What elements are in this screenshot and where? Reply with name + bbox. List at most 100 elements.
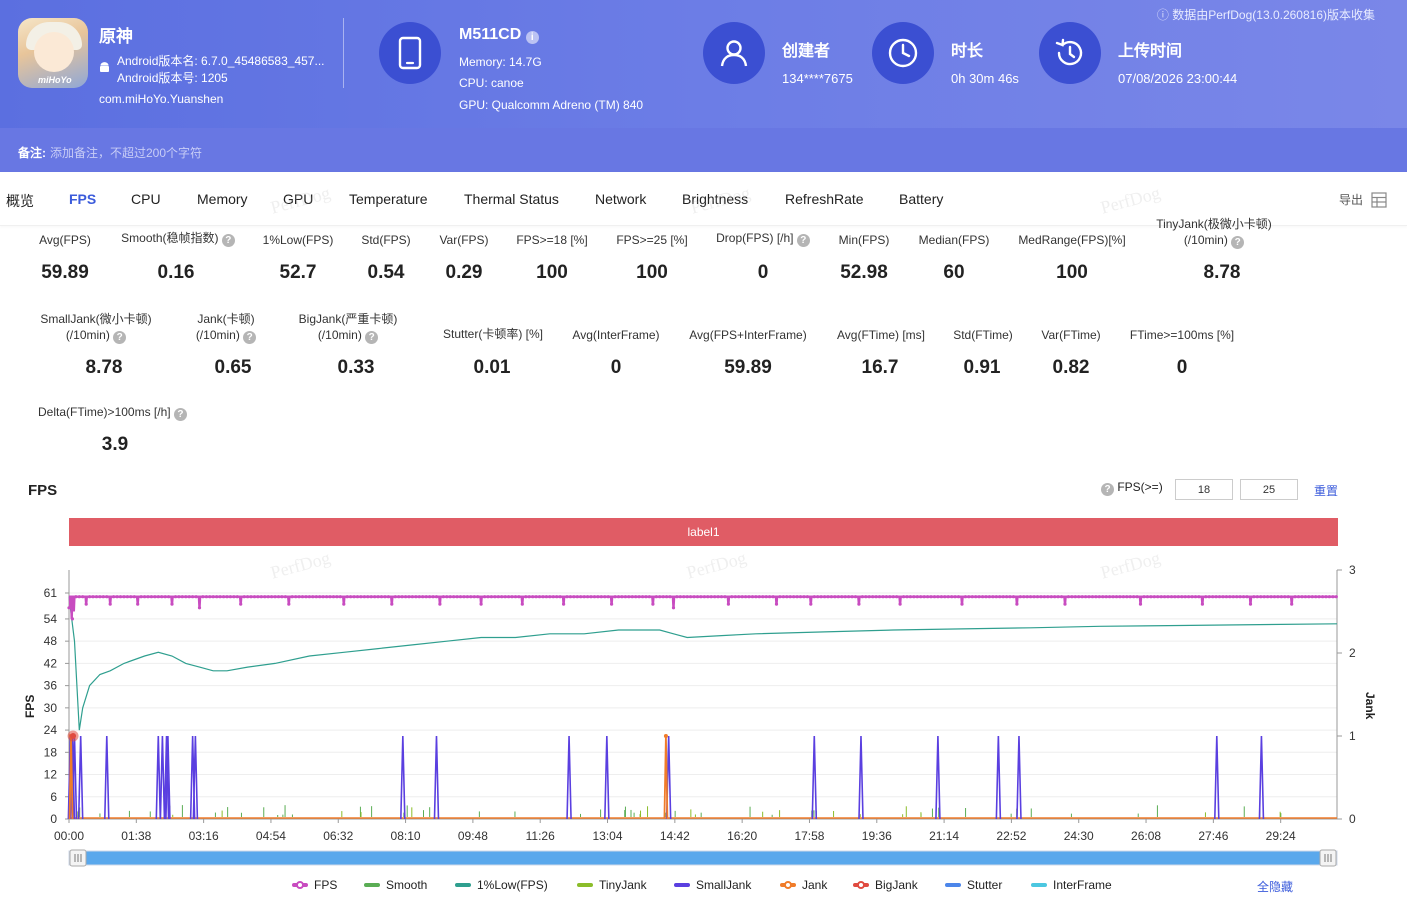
fps-point (757, 595, 761, 599)
fps-point (1314, 595, 1318, 599)
smalljank-spike (159, 735, 166, 820)
legend-item-stutter[interactable]: Stutter (945, 878, 1002, 892)
legend-item-tinyjank[interactable]: TinyJank (577, 878, 647, 892)
tab-refreshrate[interactable]: RefreshRate (785, 191, 864, 207)
tab-overview[interactable]: 概览 (6, 193, 34, 209)
fps-point (287, 602, 291, 606)
label-bar[interactable]: label1 (69, 518, 1338, 546)
y-tick-label: 24 (44, 723, 58, 737)
fps-point (211, 595, 215, 599)
tab-cpu[interactable]: CPU (131, 191, 161, 207)
tab-thermal-status[interactable]: Thermal Status (464, 191, 559, 207)
help-icon[interactable]: ? (243, 331, 257, 344)
help-icon[interactable]: ? (796, 234, 810, 247)
fps-point (431, 595, 435, 599)
help-icon[interactable]: ? (1101, 483, 1114, 496)
reset-button[interactable]: 重置 (1314, 484, 1339, 498)
fps-point (630, 595, 634, 599)
fps-point (184, 595, 188, 599)
history-icon (1055, 38, 1083, 66)
tab-battery[interactable]: Battery (899, 191, 944, 207)
fps-point (1060, 595, 1064, 599)
legend-item-1pct-low[interactable]: 1%Low(FPS) (455, 878, 548, 892)
device-icon-circle (379, 22, 441, 84)
fps-point (994, 595, 998, 599)
fps-point (534, 595, 538, 599)
metric-label-tinyjank: TinyJank(极微小卡顿) (1156, 217, 1272, 231)
legend-item-smalljank[interactable]: SmallJank (674, 878, 751, 892)
hide-all-button[interactable]: 全隐藏 (1257, 880, 1294, 894)
fps-point (283, 595, 287, 599)
fps-point (785, 595, 789, 599)
help-icon[interactable]: ? (1231, 236, 1245, 249)
note-input[interactable]: 添加备注，不超过200个字符 (50, 146, 203, 160)
fps-point (562, 602, 566, 606)
creator-value: 134****7675 (782, 71, 853, 86)
fps-point (977, 595, 981, 599)
fps-point (362, 595, 366, 599)
fps-point (386, 595, 390, 599)
legend-item-interframe[interactable]: InterFrame (1031, 878, 1112, 892)
fps-point (726, 602, 731, 606)
help-icon[interactable]: ? (221, 234, 235, 247)
fps-point (1135, 595, 1139, 599)
legend-item-fps[interactable]: FPS (292, 878, 337, 892)
legend-label: Stutter (967, 878, 1003, 892)
fps-point (1104, 595, 1108, 599)
fps-threshold-input-1[interactable] (1175, 479, 1233, 500)
tab-fps[interactable]: FPS (69, 191, 97, 207)
legend-label: Jank (802, 878, 828, 892)
device-info-icon[interactable]: i (525, 31, 539, 44)
tab-network[interactable]: Network (595, 191, 647, 207)
metric-label-tinyjank-unit: (/10min) ? (1146, 232, 1282, 249)
tab-temperature[interactable]: Temperature (349, 191, 428, 207)
tab-memory[interactable]: Memory (197, 191, 248, 207)
fps-point (204, 595, 208, 599)
legend-item-bigjank[interactable]: BigJank (853, 878, 918, 892)
fps-point (627, 595, 631, 599)
tab-gpu[interactable]: GPU (283, 191, 314, 207)
legend-label: 1%Low(FPS) (477, 878, 548, 892)
fps-point (366, 595, 370, 599)
fps-point (225, 595, 229, 599)
fps-point (187, 595, 191, 599)
export-button[interactable]: 导出 (1339, 191, 1387, 208)
fps-point (730, 595, 734, 599)
fps-point (592, 595, 597, 599)
time-range-slider[interactable] (68, 849, 1338, 867)
smalljank-spike (400, 735, 406, 820)
fps-point (1334, 595, 1338, 599)
fps-point (139, 595, 143, 599)
legend-item-jank[interactable]: Jank (780, 878, 827, 892)
fps-point (270, 595, 274, 599)
fps-point (922, 595, 926, 599)
y-tick-label: 18 (44, 745, 58, 759)
fps-point (318, 595, 322, 599)
slider-handle-right[interactable] (1319, 849, 1337, 867)
upload-title: 上传时间 (1118, 43, 1183, 60)
fps-point (950, 595, 954, 599)
legend-item-smooth[interactable]: Smooth (364, 878, 427, 892)
help-icon[interactable]: ? (113, 331, 127, 344)
fps-point (1035, 595, 1040, 599)
fps-point (252, 595, 257, 599)
metric-label-fps-ge-25: FPS>=25 [%] (616, 233, 688, 247)
fps-point (349, 595, 353, 599)
jank-point (663, 734, 668, 738)
fps-point (510, 595, 514, 599)
fps-point (891, 595, 895, 599)
fps-point (345, 595, 349, 599)
y2-tick-label: 2 (1349, 646, 1356, 660)
fps-threshold-input-2[interactable] (1240, 479, 1298, 500)
slider-handle-left[interactable] (69, 849, 87, 867)
fps-point (661, 595, 665, 599)
tab-brightness[interactable]: Brightness (682, 191, 749, 207)
help-icon[interactable]: ? (365, 331, 379, 344)
metric-label-std-fps: Std(FPS) (361, 233, 411, 247)
fps-point (369, 595, 373, 599)
fps-point (524, 595, 528, 599)
clock-icon (888, 38, 918, 68)
metric-label-avg-fps-interframe: Avg(FPS+InterFrame) (689, 328, 807, 342)
help-icon[interactable]: ? (173, 408, 187, 421)
